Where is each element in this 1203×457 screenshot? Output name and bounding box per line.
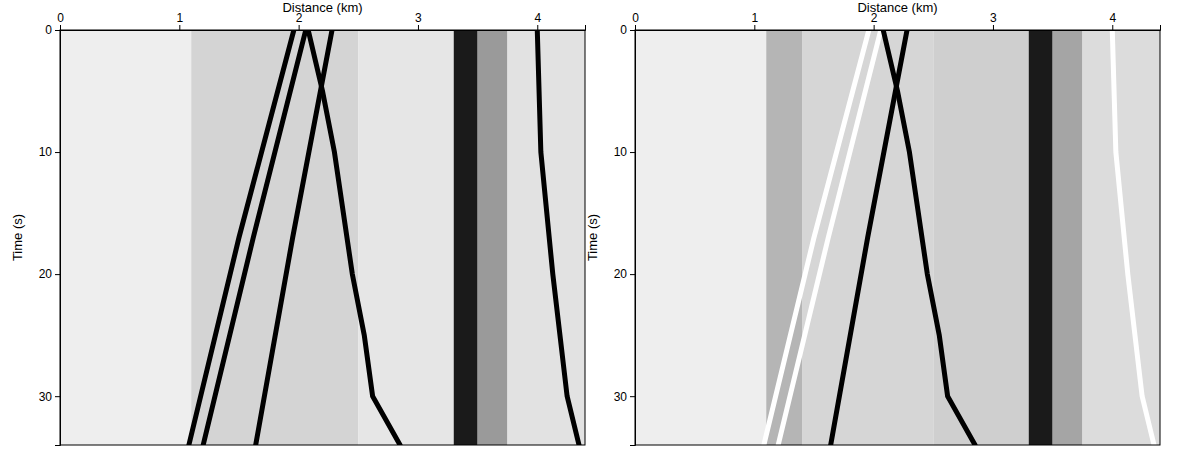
band <box>191 30 358 445</box>
y-axis-line <box>630 31 636 446</box>
y-tick-mark <box>55 152 60 153</box>
x-tick-mark <box>635 25 636 30</box>
x-tick: 3 <box>990 11 997 30</box>
band <box>454 30 478 445</box>
track-line <box>883 30 975 445</box>
x-axis-title: Distance (km) <box>857 0 937 15</box>
x-axis-title: Distance (km) <box>282 0 362 15</box>
y-tick-label: 30 <box>39 390 53 404</box>
track-line <box>189 30 294 445</box>
band <box>60 30 191 445</box>
x-tick-label: 1 <box>176 11 183 25</box>
track-line <box>1112 30 1154 445</box>
y-tick: 0 <box>45 23 60 37</box>
x-tick: 0 <box>632 11 639 30</box>
band <box>507 30 585 445</box>
y-tick-mark <box>55 274 60 275</box>
panel: 012340102030Distance (km)Time (s) <box>585 0 1161 446</box>
band <box>766 30 802 445</box>
x-tick: 0 <box>57 11 64 30</box>
figure: 012340102030Distance (km)Time (s)0123401… <box>0 0 1203 457</box>
y-tick-mark <box>630 152 635 153</box>
band <box>1082 30 1160 445</box>
y-tick-mark <box>55 30 60 31</box>
track-line <box>764 30 869 445</box>
y-tick-label: 20 <box>39 267 53 281</box>
y-tick: 10 <box>614 145 635 159</box>
x-tick: 1 <box>751 11 758 30</box>
x-axis-line <box>61 25 586 31</box>
x-tick-label: 3 <box>415 11 422 25</box>
y-axis-line <box>55 31 61 446</box>
x-tick-mark <box>1112 25 1113 30</box>
frame <box>60 30 585 445</box>
y-tick: 20 <box>39 267 60 281</box>
y-tick-label: 0 <box>620 23 627 37</box>
y-tick: 10 <box>39 145 60 159</box>
plot-area <box>60 30 585 445</box>
band <box>635 30 766 445</box>
track-line <box>308 30 400 445</box>
x-tick-label: 1 <box>751 11 758 25</box>
x-tick: 4 <box>1109 11 1116 30</box>
panel: 012340102030Distance (km)Time (s) <box>10 0 586 446</box>
x-tick-mark <box>537 25 538 30</box>
x-tick: 3 <box>415 11 422 30</box>
x-tick-mark <box>299 25 300 30</box>
x-tick: 4 <box>534 11 541 30</box>
x-tick-mark <box>60 25 61 30</box>
x-axis-line <box>636 25 1161 31</box>
x-tick-label: 4 <box>534 11 541 25</box>
frame <box>635 30 1160 445</box>
plot-area <box>635 30 1160 445</box>
band <box>802 30 933 445</box>
band <box>1029 30 1053 445</box>
y-axis-title: Time (s) <box>585 214 600 261</box>
x-tick-mark <box>418 25 419 30</box>
x-tick-mark <box>179 25 180 30</box>
x-tick-label: 3 <box>990 11 997 25</box>
y-axis: 0 10 20 30 <box>614 23 636 445</box>
track-line <box>537 30 579 445</box>
x-tick: 1 <box>176 11 183 30</box>
y-tick-label: 0 <box>45 23 52 37</box>
band <box>1053 30 1083 445</box>
y-tick: 0 <box>620 23 635 37</box>
x-tick-mark <box>993 25 994 30</box>
y-tick-mark <box>55 396 60 397</box>
y-tick: 20 <box>614 267 635 281</box>
y-tick-mark <box>630 274 635 275</box>
y-tick-label: 20 <box>614 267 628 281</box>
x-tick-label: 4 <box>1109 11 1116 25</box>
x-tick-label: 0 <box>632 11 639 25</box>
x-tick-mark <box>874 25 875 30</box>
y-axis-title: Time (s) <box>10 214 25 261</box>
y-tick: 30 <box>39 390 60 404</box>
x-tick-label: 0 <box>57 11 64 25</box>
band <box>478 30 508 445</box>
x-tick-mark <box>754 25 755 30</box>
y-tick-label: 30 <box>614 390 628 404</box>
y-tick: 30 <box>614 390 635 404</box>
y-tick-mark <box>630 396 635 397</box>
y-axis: 0 10 20 30 <box>39 23 61 445</box>
y-tick-label: 10 <box>614 145 628 159</box>
y-tick-label: 10 <box>39 145 53 159</box>
y-tick-mark <box>630 30 635 31</box>
